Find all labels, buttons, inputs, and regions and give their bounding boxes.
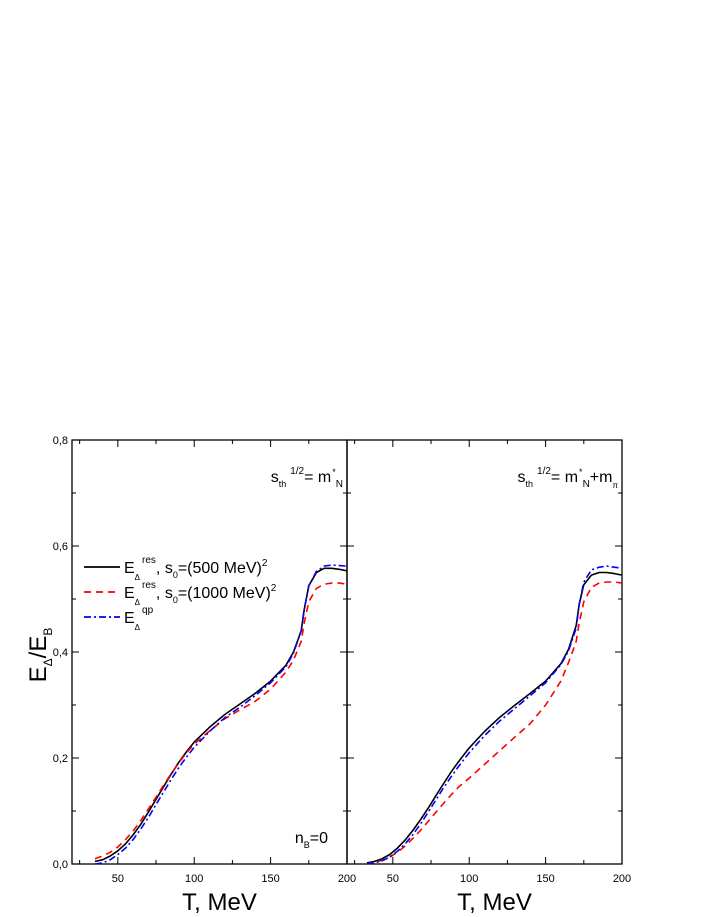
threshold-annotation: sth1/2= m*N+mπ bbox=[518, 466, 619, 490]
legend-item: EΔres, s0=(500 MeV)2 bbox=[84, 555, 268, 582]
y-axis-title-sub1: Δ bbox=[41, 658, 55, 666]
series-line-dash-dot bbox=[94, 564, 348, 865]
y-tick-label: 0,8 bbox=[53, 435, 68, 447]
x-tick-label: 150 bbox=[536, 873, 554, 885]
y-tick-label: 0,4 bbox=[53, 647, 68, 659]
x-tick-label: 100 bbox=[460, 873, 478, 885]
series-line-solid bbox=[94, 567, 348, 863]
y-axis-title-main: E bbox=[25, 666, 52, 682]
plot-frame bbox=[346, 439, 623, 865]
y-tick-label: 0,6 bbox=[53, 541, 68, 553]
x-axis-title: T, MeV bbox=[457, 889, 532, 916]
y-tick-label: 0,0 bbox=[53, 859, 68, 871]
series-line-dashed bbox=[94, 582, 348, 860]
y-axis-title: EΔ/EB bbox=[25, 628, 55, 683]
x-tick-label: 150 bbox=[261, 873, 279, 885]
plot-frame bbox=[71, 439, 348, 865]
x-tick-label: 200 bbox=[338, 873, 356, 885]
y-axis-title-slash: /E bbox=[25, 636, 52, 659]
svg-text:EΔ/EB: EΔ/EB bbox=[25, 628, 55, 683]
density-annotation: nB=0 bbox=[295, 830, 328, 850]
x-tick-label: 50 bbox=[387, 873, 399, 885]
x-tick-label: 100 bbox=[185, 873, 203, 885]
x-tick-label: 50 bbox=[112, 873, 124, 885]
legend-item: EΔres, s0=(1000 MeV)2 bbox=[84, 580, 277, 607]
right-panel: 50 100 150 200 T, MeV sth1/2= m*N+mπ bbox=[346, 439, 631, 916]
series-line-solid bbox=[366, 571, 623, 864]
left-panel: 50 100 150 200 0,0 0,2 0,4 0,6 0,8 T, MeV sth1/2= … bbox=[53, 435, 356, 916]
threshold-annotation: sth1/2= m*N bbox=[271, 466, 343, 490]
legend-label: EΔres, s0=(500 MeV)2 bbox=[124, 555, 268, 582]
legend-label: EΔres, s0=(1000 MeV)2 bbox=[124, 580, 277, 607]
legend-label: EΔqp bbox=[124, 605, 154, 632]
y-axis-title-sub2: B bbox=[41, 628, 55, 636]
x-axis-title: T, MeV bbox=[182, 889, 257, 916]
series-line-dash-dot bbox=[366, 565, 623, 865]
x-tick-label: 200 bbox=[613, 873, 631, 885]
series-line-dashed bbox=[366, 581, 623, 865]
legend-item: EΔqp bbox=[84, 605, 154, 632]
y-tick-label: 0,2 bbox=[53, 753, 68, 765]
